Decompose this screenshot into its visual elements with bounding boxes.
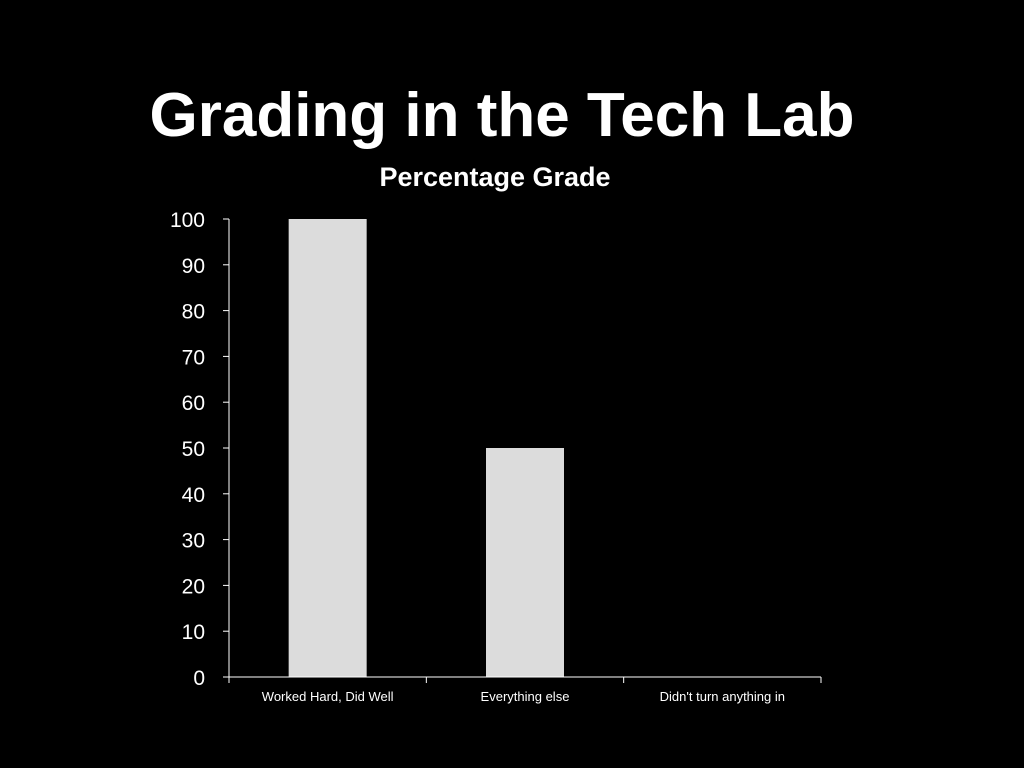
y-tick-label: 100 bbox=[170, 209, 205, 232]
x-axis-ticks bbox=[228, 677, 822, 683]
y-tick-label: 60 bbox=[182, 392, 205, 415]
y-axis-ticks: 0 10 20 30 40 50 60 70 80 90 100 bbox=[170, 209, 229, 690]
y-tick-label: 40 bbox=[182, 484, 205, 507]
bar bbox=[486, 448, 564, 677]
bar bbox=[288, 219, 367, 677]
bars bbox=[288, 219, 564, 677]
category-labels: Worked Hard, Did Well Everything else Didn… bbox=[262, 689, 785, 704]
x-category-label: Didn't turn anything in bbox=[660, 689, 785, 704]
y-tick-label: 80 bbox=[182, 301, 205, 324]
y-tick-label: 0 bbox=[193, 667, 205, 690]
x-category-label: Everything else bbox=[481, 689, 570, 704]
y-tick-label: 10 bbox=[182, 621, 205, 644]
x-category-label: Worked Hard, Did Well bbox=[262, 689, 394, 704]
chart-title: Percentage Grade bbox=[379, 162, 611, 192]
y-tick-label: 20 bbox=[182, 575, 205, 598]
y-tick-label: 30 bbox=[182, 530, 205, 553]
y-tick-label: 90 bbox=[182, 255, 205, 278]
y-tick-label: 70 bbox=[182, 346, 205, 369]
slide-title: Grading in the Tech Lab bbox=[149, 81, 855, 150]
y-tick-label: 50 bbox=[182, 438, 205, 461]
